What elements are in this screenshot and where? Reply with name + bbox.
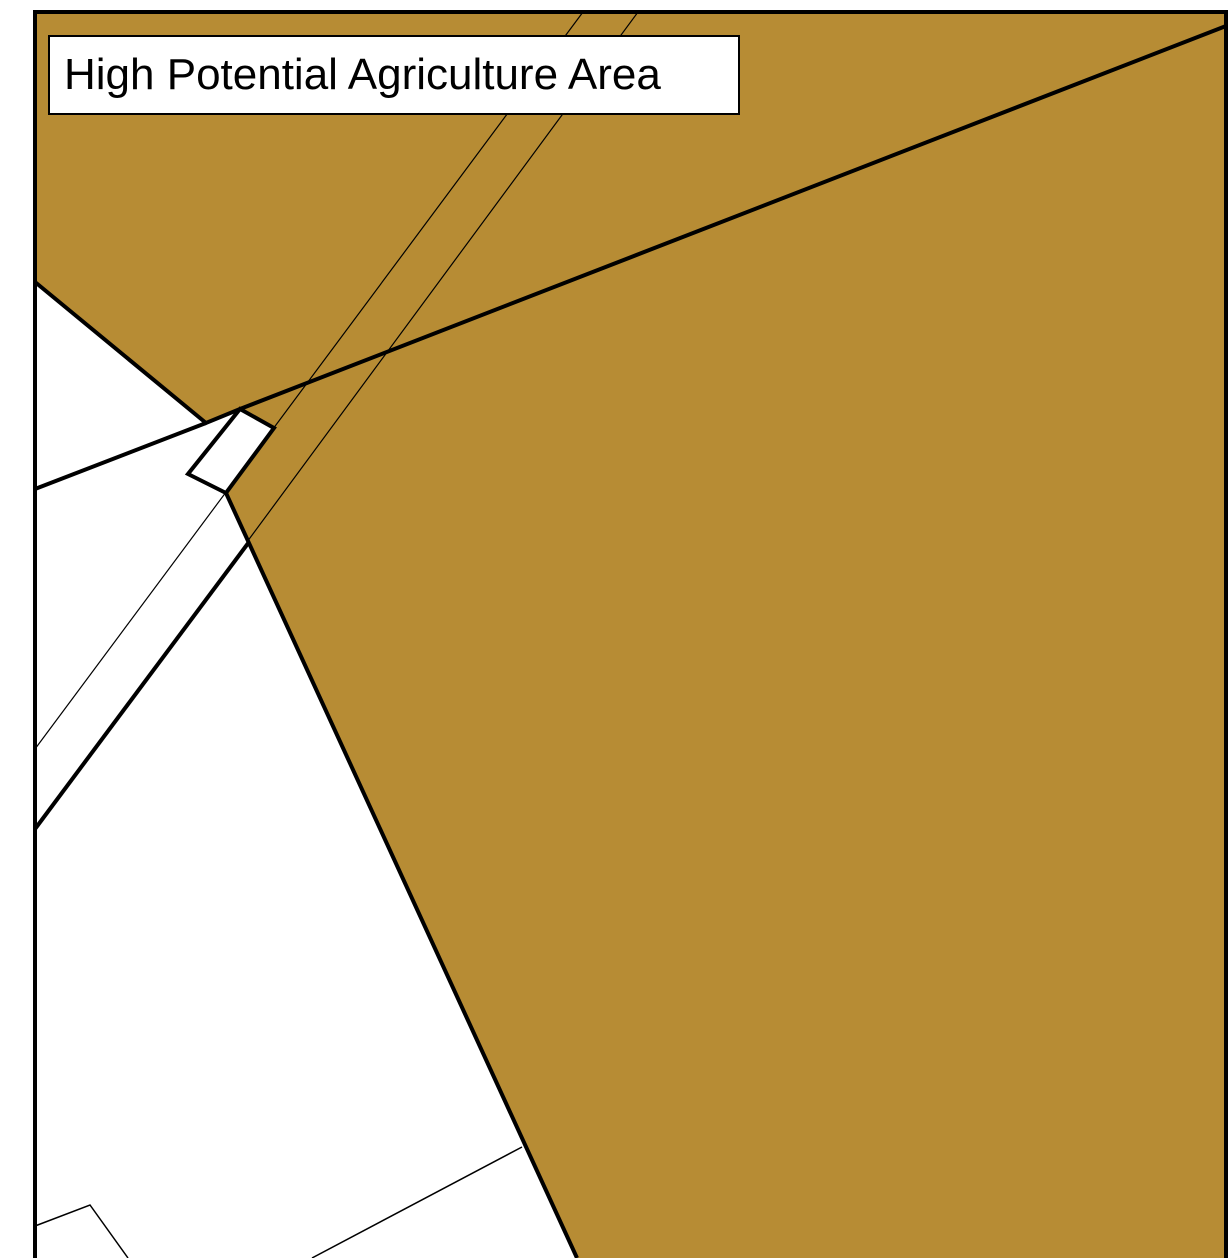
map-title: High Potential Agriculture Area: [64, 50, 661, 99]
parcel-boundary-main: [33, 24, 1227, 426]
parcel-boundary-west: [34, 421, 207, 491]
parcel-boundary-diagonal: [224, 492, 579, 1258]
agriculture-area-polygon[interactable]: [35, 12, 1226, 1258]
parcel-line-bottom-left: [34, 1204, 129, 1258]
parcel-line-bottom: [311, 1146, 523, 1258]
parcel-boundary-lower-left: [33, 540, 251, 831]
road-line-a: [34, 11, 584, 750]
map-frame: [33, 10, 1228, 1258]
map-title-box: High Potential Agriculture Area: [48, 35, 740, 115]
